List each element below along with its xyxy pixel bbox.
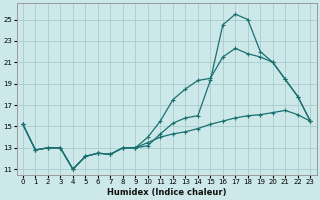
X-axis label: Humidex (Indice chaleur): Humidex (Indice chaleur) <box>107 188 226 197</box>
